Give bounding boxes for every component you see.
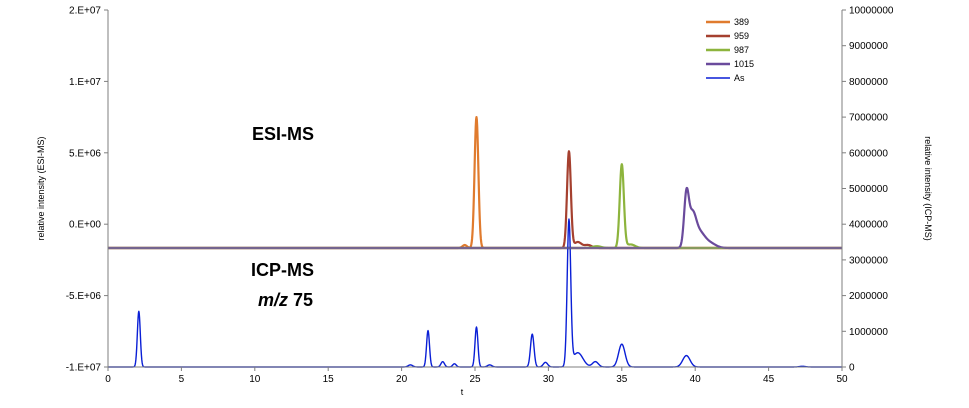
y-right-tick-label: 6000000	[849, 148, 888, 159]
annotation-mz: m/z 75	[258, 290, 313, 310]
legend-label: 1015	[734, 59, 754, 69]
annotation-esi-ms: ESI-MS	[252, 124, 314, 144]
x-tick-label: 10	[249, 374, 261, 385]
series-line-as	[107, 218, 843, 368]
x-tick-label: 0	[105, 374, 111, 385]
annotation-mz-value: 75	[288, 290, 313, 310]
y-right-tick-label: 0	[849, 363, 855, 374]
x-tick-label: 50	[836, 374, 848, 385]
y-right-tick-label: 7000000	[849, 113, 888, 124]
y-left-tick-label: -5.E+06	[66, 291, 102, 302]
y-right-tick-label: 9000000	[849, 41, 888, 52]
y-right-tick-label: 5000000	[849, 184, 888, 195]
x-tick-label: 45	[763, 374, 775, 385]
series-line-1015	[107, 186, 843, 250]
y-right-tick-label: 8000000	[849, 77, 888, 88]
x-axis-title: t	[461, 387, 464, 397]
x-tick-label: 20	[396, 374, 408, 385]
y-left-tick-label: 0.E+00	[69, 220, 101, 231]
series-line-389	[107, 116, 843, 250]
y-right-tick-label: 10000000	[849, 6, 894, 17]
y-axis-left-title: relative intensity (ESI-MS)	[36, 136, 46, 240]
y-left-tick-label: 1.E+07	[69, 77, 101, 88]
legend-label: 959	[734, 31, 749, 41]
legend: 389 959 987 1015 As	[706, 17, 754, 83]
ticks-layer: 0 5 10 15 20 25 30 35 40 45 502.E+071.E+075.E+060.…	[66, 6, 894, 386]
x-tick-label: 40	[690, 374, 702, 385]
x-tick-label: 15	[323, 374, 335, 385]
x-tick-label: 35	[616, 374, 628, 385]
annotation-mz-italic: m/z	[258, 290, 288, 310]
y-left-tick-label: 2.E+07	[69, 6, 101, 17]
y-right-tick-label: 2000000	[849, 291, 888, 302]
y-left-tick-label: 5.E+06	[69, 148, 101, 159]
legend-label: 389	[734, 17, 749, 27]
y-right-tick-label: 1000000	[849, 327, 888, 338]
legend-label: As	[734, 73, 745, 83]
y-right-tick-label: 4000000	[849, 220, 888, 231]
x-tick-label: 30	[543, 374, 555, 385]
x-tick-label: 5	[179, 374, 185, 385]
y-left-tick-label: -1.E+07	[66, 363, 102, 374]
legend-label: 987	[734, 45, 749, 55]
annotation-icp-ms: ICP-MS	[251, 260, 314, 280]
y-right-tick-label: 3000000	[849, 255, 888, 266]
series-layer	[107, 116, 843, 368]
x-tick-label: 25	[469, 374, 481, 385]
y-axis-right-title: relative intensity (ICP-MS)	[923, 136, 933, 241]
